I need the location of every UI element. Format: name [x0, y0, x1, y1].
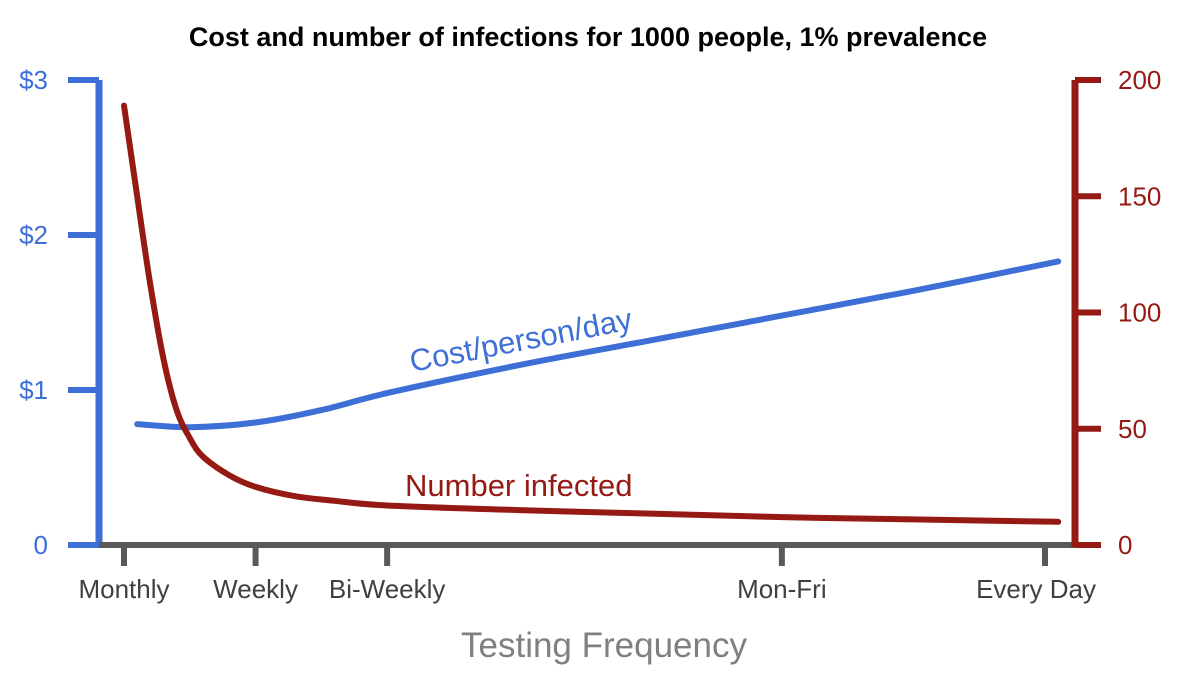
x-tick-label: Mon-Fri — [737, 574, 827, 604]
x-tick-label: Weekly — [213, 574, 298, 604]
right-y-tick-label: 200 — [1118, 65, 1161, 95]
right-y-tick-label: 150 — [1118, 181, 1161, 211]
series-layer — [121, 102, 1062, 525]
right-y-tick-label: 100 — [1118, 298, 1161, 328]
right-y-tick-label: 0 — [1118, 530, 1132, 560]
x-axis-ticks: Monthly Weekly Bi-Weekly Mon-Fri Every Day — [78, 545, 1096, 604]
left-y-tick-label: $3 — [19, 65, 48, 95]
x-tick-label: Monthly — [78, 574, 169, 604]
right-y-tick-label: 50 — [1118, 414, 1147, 444]
left-y-tick-label: $2 — [19, 220, 48, 250]
left-y-axis-ticks: 0 $1 $2 $3 — [19, 65, 99, 560]
infected-series-line — [121, 102, 1062, 525]
x-tick-label: Every Day — [976, 574, 1096, 604]
right-y-axis-ticks: 0 50 100 150 200 — [1075, 65, 1161, 560]
left-y-tick-label: $1 — [19, 375, 48, 405]
x-tick-label: Bi-Weekly — [329, 574, 446, 604]
left-y-tick-label: 0 — [34, 530, 48, 560]
x-axis-label: Testing Frequency — [461, 626, 747, 665]
infected-series-label: Number infected — [405, 468, 632, 503]
cost-series-line — [134, 258, 1062, 431]
chart-title: Cost and number of infections for 1000 p… — [189, 22, 987, 52]
